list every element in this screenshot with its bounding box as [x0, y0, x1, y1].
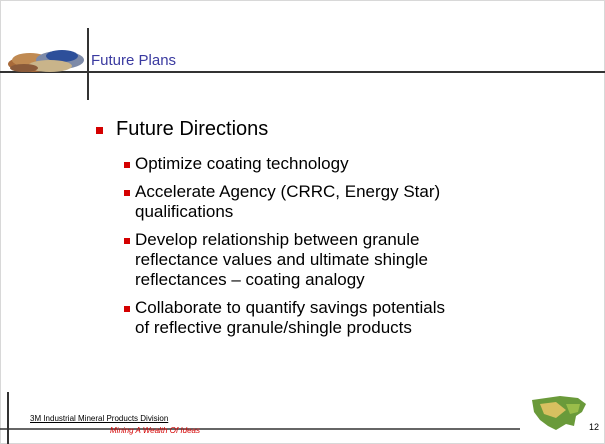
item-text: Accelerate Agency (CRRC, Energy Star): [135, 182, 440, 202]
slide-title: Future Plans: [91, 52, 176, 69]
item-text: Collaborate to quantify savings potentia…: [135, 298, 445, 318]
sub-bullet: [124, 306, 130, 312]
item-text: Optimize coating technology: [135, 154, 349, 174]
division: 3M Industrial Mineral Products Division: [30, 414, 168, 423]
tagline: Mining A Wealth Of Ideas: [110, 426, 200, 435]
item-text: qualifications: [135, 202, 233, 222]
granule-piles-image: [8, 50, 84, 72]
sub-bullet: [124, 190, 130, 196]
sub-bullet: [124, 162, 130, 168]
item-text: of reflective granule/shingle products: [135, 318, 412, 338]
page-number: 12: [589, 422, 599, 432]
item-text: Develop relationship between granule: [135, 230, 419, 250]
item-text: reflectance values and ultimate shingle: [135, 250, 428, 270]
sub-bullet: [124, 238, 130, 244]
slide: Future Plans Future Directions Optimize …: [0, 0, 605, 444]
heading: Future Directions: [116, 118, 268, 141]
item-text: reflectances – coating analogy: [135, 270, 365, 290]
us-map-image: [532, 396, 586, 430]
bullet: [96, 127, 103, 134]
